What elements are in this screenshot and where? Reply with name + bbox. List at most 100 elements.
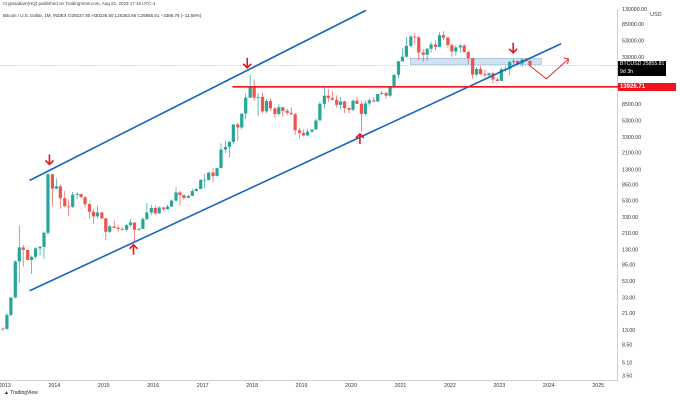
candle-body[interactable]	[273, 108, 277, 114]
candle-body[interactable]	[512, 61, 516, 62]
resistance-zone[interactable]	[410, 58, 542, 65]
candle-body[interactable]	[260, 97, 265, 112]
candle-body[interactable]	[194, 188, 198, 192]
candle-body[interactable]	[215, 168, 219, 176]
candle-body[interactable]	[277, 107, 281, 114]
candle-body[interactable]	[491, 73, 495, 80]
candle-body[interactable]	[58, 186, 62, 199]
candle-body[interactable]	[79, 194, 83, 198]
candle-body[interactable]	[351, 100, 355, 110]
support-price-tag[interactable]: 13926.71	[618, 82, 676, 91]
candle-body[interactable]	[392, 74, 396, 88]
candle-body[interactable]	[5, 314, 9, 329]
candle-body[interactable]	[207, 172, 211, 180]
candle-body[interactable]	[46, 174, 50, 233]
candle-body[interactable]	[248, 86, 252, 98]
candle-body[interactable]	[409, 36, 413, 46]
candle-body[interactable]	[128, 222, 133, 226]
candle-body[interactable]	[396, 61, 401, 75]
candle-body[interactable]	[149, 208, 153, 213]
candle-body[interactable]	[145, 212, 149, 219]
candle-body[interactable]	[1, 328, 5, 330]
candle-body[interactable]	[174, 192, 178, 201]
candle-body[interactable]	[528, 60, 532, 66]
candle-body[interactable]	[400, 56, 405, 62]
candle-body[interactable]	[223, 146, 228, 150]
candle-body[interactable]	[495, 79, 499, 81]
candle-body[interactable]	[289, 112, 293, 115]
candle-body[interactable]	[13, 261, 17, 298]
candle-body[interactable]	[54, 186, 58, 189]
candle-body[interactable]	[314, 120, 318, 130]
candle-body[interactable]	[429, 44, 433, 49]
candle-body[interactable]	[227, 141, 232, 147]
candle-body[interactable]	[236, 124, 240, 128]
candle-body[interactable]	[203, 179, 207, 181]
candle-body[interactable]	[293, 114, 297, 131]
candle-body[interactable]	[87, 204, 92, 212]
candle-body[interactable]	[384, 93, 388, 96]
up-arrow-2015[interactable]	[128, 243, 139, 250]
candle-body[interactable]	[437, 35, 442, 47]
candle-body[interactable]	[404, 45, 408, 57]
candle-body[interactable]	[413, 36, 417, 38]
candle-body[interactable]	[516, 61, 520, 64]
candle-body[interactable]	[240, 113, 244, 128]
candle-body[interactable]	[462, 45, 466, 53]
candle-body[interactable]	[285, 110, 289, 113]
candle-body[interactable]	[186, 195, 190, 198]
candle-body[interactable]	[454, 47, 458, 52]
candle-body[interactable]	[124, 225, 129, 230]
upper-channel[interactable]	[29, 9, 367, 182]
candle-body[interactable]	[367, 100, 371, 104]
candle-body[interactable]	[199, 179, 203, 189]
candle-body[interactable]	[108, 226, 112, 232]
candle-body[interactable]	[30, 256, 34, 260]
candle-body[interactable]	[483, 74, 487, 76]
down-arrow-2013[interactable]	[44, 159, 55, 166]
last-price-tag[interactable]: BTCUSD 25855.81 9d 3h	[618, 61, 667, 77]
candle-body[interactable]	[298, 130, 302, 134]
candle-body[interactable]	[33, 248, 38, 257]
lower-channel[interactable]	[29, 42, 562, 292]
candle-body[interactable]	[268, 101, 273, 109]
candle-body[interactable]	[116, 227, 120, 229]
candle-body[interactable]	[499, 69, 503, 81]
candle-body[interactable]	[211, 172, 215, 176]
candle-body[interactable]	[376, 93, 380, 102]
candle-body[interactable]	[471, 58, 475, 75]
candle-body[interactable]	[301, 133, 306, 136]
candle-body[interactable]	[478, 68, 483, 75]
candle-body[interactable]	[355, 100, 359, 104]
candle-body[interactable]	[182, 195, 186, 198]
candle-body[interactable]	[305, 131, 310, 136]
down-arrow-2023[interactable]	[508, 48, 518, 54]
candle-body[interactable]	[141, 218, 145, 229]
candle-body[interactable]	[475, 68, 479, 75]
candle-body[interactable]	[83, 197, 87, 205]
candle-body[interactable]	[169, 200, 174, 207]
candle-body[interactable]	[63, 198, 67, 207]
candle-body[interactable]	[112, 226, 116, 228]
candle-body[interactable]	[450, 45, 454, 52]
candle-body[interactable]	[219, 149, 223, 169]
candle-body[interactable]	[17, 247, 21, 262]
candle-body[interactable]	[75, 194, 79, 195]
candle-body[interactable]	[281, 107, 285, 111]
candle-body[interactable]	[95, 212, 99, 217]
projection-path[interactable]	[528, 58, 569, 80]
candle-body[interactable]	[487, 73, 491, 76]
candle-body[interactable]	[347, 108, 351, 110]
candle-body[interactable]	[425, 48, 429, 55]
candle-body[interactable]	[9, 297, 13, 315]
candle-body[interactable]	[335, 99, 339, 105]
candle-body[interactable]	[359, 103, 364, 114]
candle-body[interactable]	[166, 206, 170, 210]
candle-body[interactable]	[71, 194, 75, 207]
candle-body[interactable]	[100, 212, 104, 219]
candle-body[interactable]	[508, 61, 512, 70]
candle-body[interactable]	[310, 129, 314, 132]
candle-body[interactable]	[256, 97, 260, 98]
candle-body[interactable]	[252, 86, 256, 98]
